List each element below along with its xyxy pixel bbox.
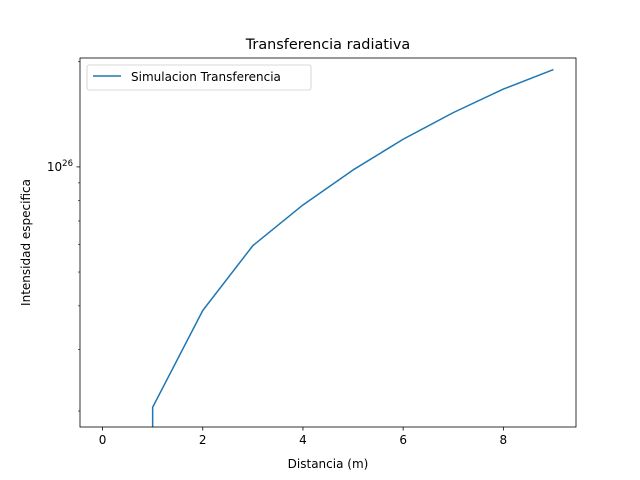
x-tick-label: 0 [99,433,107,447]
legend-box [86,64,312,91]
y-axis-label: Intensidad especifica [19,179,33,306]
x-tick-label: 2 [199,433,207,447]
chart-title: Transferencia radiativa [245,37,411,53]
plot-layer [151,68,554,427]
legend-series-name: Simulacion Transferencia [131,70,281,84]
x-axis-label: Distancia (m) [288,457,369,471]
axes-frame [79,57,577,428]
x-tick-label: 4 [299,433,307,447]
legend: Simulacion Transferencia [86,64,312,91]
ticks-layer: 0 2 4 6 8 1026 [47,61,508,447]
x-tick-label: 8 [500,433,508,447]
y-tick-label: 1026 [47,159,73,174]
series-line-0 [151,68,554,427]
x-tick-label: 6 [399,433,407,447]
